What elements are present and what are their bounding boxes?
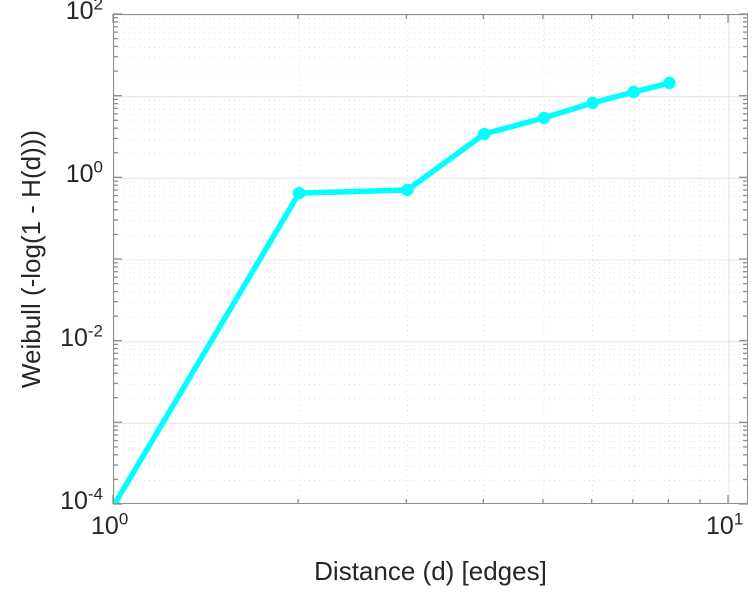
x-tick-label: 101 <box>706 509 744 540</box>
x-tick-label: 100 <box>91 509 129 540</box>
y-tick-label: 102 <box>65 0 103 25</box>
y-tick-label: 10-2 <box>60 321 103 352</box>
x-axis-title: Distance (d) [edges] <box>314 556 547 586</box>
y-tick-label: 10-4 <box>60 484 103 515</box>
plot-area <box>113 14 748 504</box>
y-tick-label: 100 <box>65 158 103 189</box>
y-axis-title: Weibull (-log(1 - H(d))) <box>16 129 46 389</box>
gridlines <box>114 15 747 503</box>
data-series-layer <box>114 76 676 503</box>
